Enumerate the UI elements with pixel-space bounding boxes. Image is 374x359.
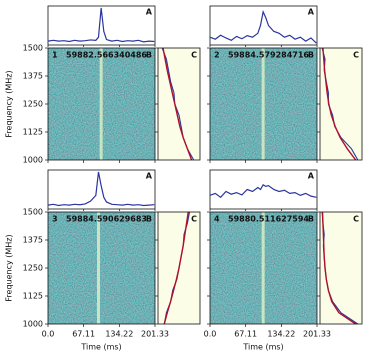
- profile-frame: [47, 169, 156, 210]
- x-axis-label: Time (ms): [242, 343, 283, 352]
- y-tick-label: 1125: [23, 128, 43, 137]
- burst-number: 2: [214, 51, 220, 60]
- burst-stripe: [99, 48, 103, 160]
- panel-label: A: [146, 8, 153, 17]
- burst-stripe: [261, 48, 265, 160]
- x-tick-label: 0.0: [204, 330, 217, 339]
- x-tick-label: 0.0: [42, 330, 55, 339]
- panel-label: A: [308, 8, 315, 17]
- profile-line: [209, 9, 317, 44]
- burst-mjd: 59884.590629683: [66, 215, 147, 224]
- x-tick-label: 134.22: [105, 330, 133, 339]
- y-tick-label: 1000: [23, 156, 43, 165]
- y-tick-label: 1375: [23, 236, 43, 245]
- panel-label: A: [146, 172, 153, 181]
- profile-frame: [47, 5, 156, 46]
- x-tick-label: 201.33: [303, 330, 331, 339]
- x-tick-label: 134.22: [267, 330, 295, 339]
- panel-label: B: [146, 51, 152, 60]
- x-tick-label: 201.33: [141, 330, 169, 339]
- panel-label: C: [353, 215, 359, 224]
- spectrum-fit: [322, 47, 357, 161]
- y-tick-label: 1250: [23, 100, 43, 109]
- profile-line: [47, 171, 155, 207]
- profile-line: [209, 183, 317, 199]
- panel-label: A: [308, 172, 315, 181]
- spectrum-background: [320, 48, 362, 160]
- y-tick-label: 1375: [23, 72, 43, 81]
- burst-mjd: 59880.511627594: [228, 215, 309, 224]
- spectrum-fit: [163, 211, 189, 325]
- y-tick-label: 1125: [23, 292, 43, 301]
- burst-number: 3: [52, 215, 58, 224]
- burst-number: 1: [52, 51, 58, 60]
- profile-line: [47, 7, 155, 43]
- panel-label: C: [191, 215, 197, 224]
- spectrum-background: [158, 48, 200, 160]
- spectrum-fit: [321, 211, 357, 325]
- burst-mjd: 59884.579284716: [228, 51, 309, 60]
- y-axis-label: Frequency (MHz): [5, 234, 14, 301]
- panel-label: C: [353, 51, 359, 60]
- burst-stripe: [96, 212, 100, 324]
- profile-frame: [209, 5, 318, 46]
- y-tick-label: 1250: [23, 264, 43, 273]
- x-tick-label: 67.11: [72, 330, 95, 339]
- y-tick-label: 1500: [23, 208, 43, 217]
- panel-label: B: [146, 215, 152, 224]
- burst-number: 4: [214, 215, 220, 224]
- panel-label: B: [308, 215, 314, 224]
- y-tick-label: 1000: [23, 320, 43, 329]
- y-axis-label: Frequency (MHz): [5, 70, 14, 137]
- x-axis-label: Time (ms): [80, 343, 121, 352]
- spectrum-background: [320, 212, 362, 324]
- x-tick-label: 67.11: [234, 330, 257, 339]
- y-tick-label: 1500: [23, 44, 43, 53]
- panel-label: C: [191, 51, 197, 60]
- waterfall-noise: [48, 212, 155, 324]
- panel-label: B: [308, 51, 314, 60]
- spectrum-fit: [162, 47, 193, 161]
- burst-stripe: [261, 212, 265, 324]
- burst-mjd: 59882.566340486: [66, 51, 147, 60]
- profile-frame: [209, 169, 318, 210]
